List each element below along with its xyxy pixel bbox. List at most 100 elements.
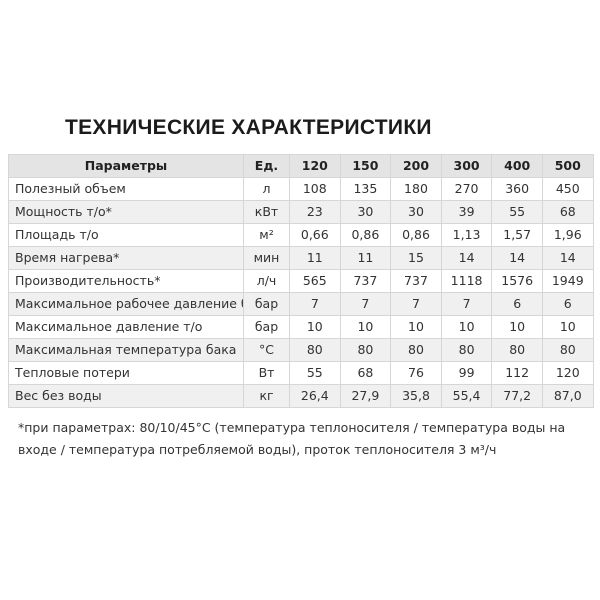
param-label-cell: Максимальная температура бака (8, 338, 244, 362)
value-cell: 68 (541, 200, 594, 224)
param-label-cell: Полезный объем (8, 177, 244, 201)
table-row: Максимальное рабочее давление бака бар 7… (8, 292, 594, 316)
column-header-300: 300 (440, 154, 493, 178)
value-cell: 1576 (491, 269, 543, 293)
value-cell: 10 (491, 315, 543, 339)
value-cell: 0,86 (339, 223, 392, 247)
table-row: Полезный объем л 108 135 180 270 360 450 (8, 177, 594, 201)
footnote: *при параметрах: 80/10/45°С (температура… (18, 420, 566, 457)
param-label-cell: Максимальное давление т/о (8, 315, 244, 339)
param-label-cell: Производительность* (8, 269, 244, 293)
unit-cell: °С (243, 338, 290, 362)
value-cell: 87,0 (541, 384, 594, 408)
value-cell: 80 (491, 338, 543, 362)
table-row: Производительность* л/ч 565 737 737 1118… (8, 269, 594, 293)
value-cell: 1,13 (440, 223, 493, 247)
table-header-row: Параметры Ед. 120 150 200 300 400 500 (8, 154, 594, 178)
column-header-parameters: Параметры (8, 154, 244, 178)
value-cell: 11 (339, 246, 392, 270)
unit-cell: кг (243, 384, 290, 408)
value-cell: 0,66 (289, 223, 341, 247)
unit-cell: мин (243, 246, 290, 270)
value-cell: 23 (289, 200, 341, 224)
unit-cell: бар (243, 315, 290, 339)
unit-cell: бар (243, 292, 290, 316)
value-cell: 68 (339, 361, 392, 385)
value-cell: 80 (541, 338, 594, 362)
page-title: ТЕХНИЧЕСКИЕ ХАРАКТЕРИСТИКИ (65, 116, 432, 139)
value-cell: 737 (339, 269, 392, 293)
value-cell: 14 (541, 246, 594, 270)
value-cell: 1118 (440, 269, 493, 293)
value-cell: 14 (491, 246, 543, 270)
value-cell: 7 (289, 292, 341, 316)
value-cell: 10 (289, 315, 341, 339)
value-cell: 6 (491, 292, 543, 316)
value-cell: 55,4 (440, 384, 493, 408)
value-cell: 180 (390, 177, 442, 201)
table-row: Вес без воды кг 26,4 27,9 35,8 55,4 77,2… (8, 384, 594, 408)
value-cell: 1949 (541, 269, 594, 293)
column-header-500: 500 (541, 154, 594, 178)
param-label-cell: Вес без воды (8, 384, 244, 408)
value-cell: 10 (339, 315, 392, 339)
unit-cell: л/ч (243, 269, 290, 293)
value-cell: 27,9 (339, 384, 392, 408)
value-cell: 737 (390, 269, 442, 293)
value-cell: 99 (440, 361, 493, 385)
column-header-150: 150 (339, 154, 392, 178)
column-header-120: 120 (289, 154, 341, 178)
value-cell: 0,86 (390, 223, 442, 247)
value-cell: 112 (491, 361, 543, 385)
table-row: Максимальное давление т/о бар 10 10 10 1… (8, 315, 594, 339)
value-cell: 80 (390, 338, 442, 362)
value-cell: 565 (289, 269, 341, 293)
param-label-cell: Площадь т/о (8, 223, 244, 247)
value-cell: 7 (440, 292, 493, 316)
value-cell: 14 (440, 246, 493, 270)
value-cell: 55 (289, 361, 341, 385)
table-row: Площадь т/о м² 0,66 0,86 0,86 1,13 1,57 … (8, 223, 594, 247)
value-cell: 360 (491, 177, 543, 201)
value-cell: 35,8 (390, 384, 442, 408)
param-label-cell: Тепловые потери (8, 361, 244, 385)
unit-cell: м² (243, 223, 290, 247)
value-cell: 108 (289, 177, 341, 201)
param-label-cell: Максимальное рабочее давление бака (8, 292, 244, 316)
param-label-cell: Мощность т/о* (8, 200, 244, 224)
value-cell: 135 (339, 177, 392, 201)
column-header-400: 400 (491, 154, 543, 178)
value-cell: 80 (440, 338, 493, 362)
value-cell: 80 (339, 338, 392, 362)
column-header-unit: Ед. (243, 154, 290, 178)
value-cell: 76 (390, 361, 442, 385)
table-row: Максимальная температура бака °С 80 80 8… (8, 338, 594, 362)
value-cell: 10 (440, 315, 493, 339)
param-label-cell: Время нагрева* (8, 246, 244, 270)
value-cell: 6 (541, 292, 594, 316)
table-row: Мощность т/о* кВт 23 30 30 39 55 68 (8, 200, 594, 224)
value-cell: 15 (390, 246, 442, 270)
value-cell: 7 (390, 292, 442, 316)
value-cell: 7 (339, 292, 392, 316)
value-cell: 26,4 (289, 384, 341, 408)
value-cell: 120 (541, 361, 594, 385)
value-cell: 30 (339, 200, 392, 224)
value-cell: 10 (390, 315, 442, 339)
specs-table: Параметры Ед. 120 150 200 300 400 500 По… (8, 154, 594, 408)
value-cell: 1,96 (541, 223, 594, 247)
value-cell: 30 (390, 200, 442, 224)
table-row: Тепловые потери Вт 55 68 76 99 112 120 (8, 361, 594, 385)
value-cell: 55 (491, 200, 543, 224)
value-cell: 39 (440, 200, 493, 224)
unit-cell: кВт (243, 200, 290, 224)
value-cell: 10 (541, 315, 594, 339)
value-cell: 77,2 (491, 384, 543, 408)
unit-cell: л (243, 177, 290, 201)
value-cell: 80 (289, 338, 341, 362)
unit-cell: Вт (243, 361, 290, 385)
value-cell: 11 (289, 246, 341, 270)
value-cell: 450 (541, 177, 594, 201)
value-cell: 270 (440, 177, 493, 201)
